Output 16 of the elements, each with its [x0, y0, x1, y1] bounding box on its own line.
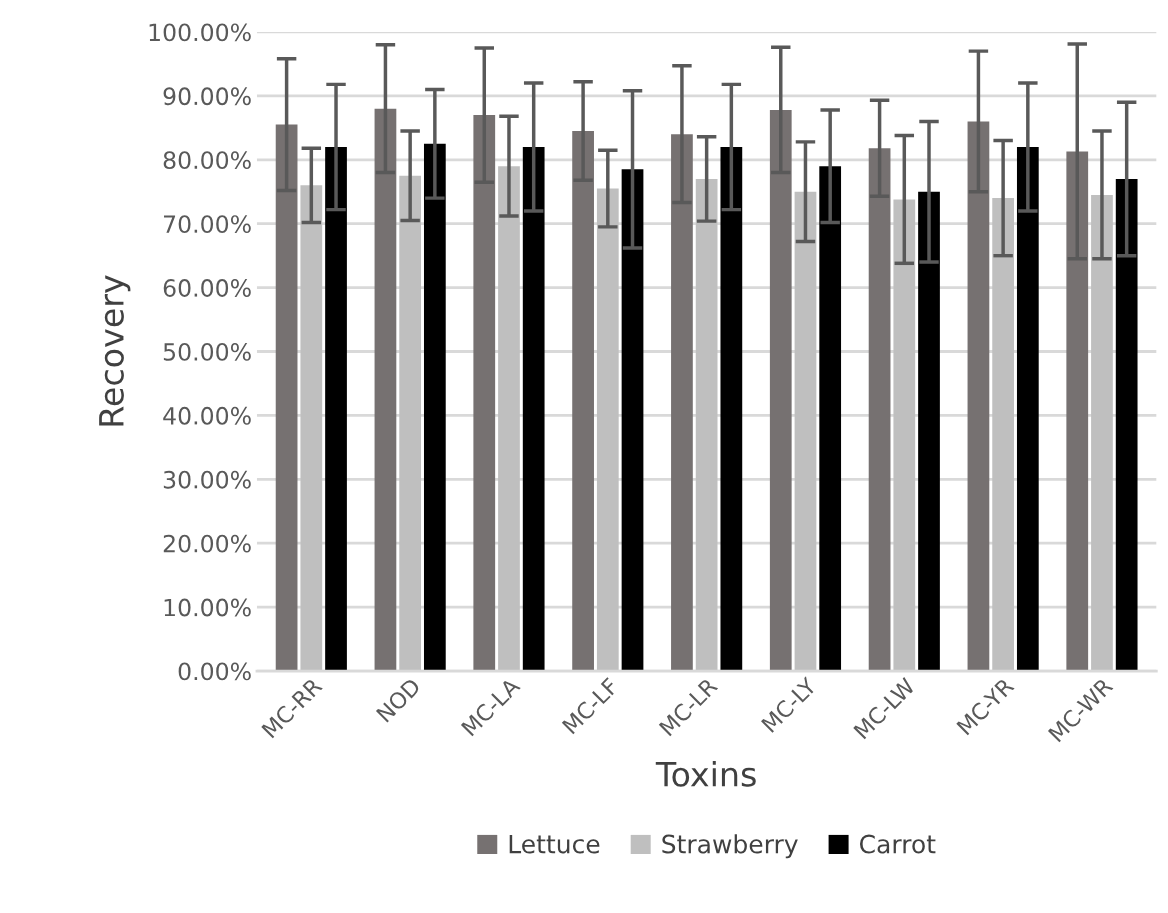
y-tick-label: 90.00%	[163, 87, 251, 106]
y-tick-label: 20.00%	[163, 534, 251, 553]
y-tick-label: 0.00%	[178, 662, 251, 681]
y-tick-label: 50.00%	[163, 342, 251, 361]
legend-label: Lettuce	[509, 834, 600, 854]
y-tick-label: 100.00%	[149, 23, 251, 42]
y-axis-title: Recovery	[99, 275, 131, 426]
y-tick-label: 10.00%	[164, 598, 251, 617]
y-tick-label: 30.00%	[163, 470, 251, 489]
y-tick-label: 40.00%	[163, 406, 251, 425]
legend-label: Strawberry	[662, 834, 798, 859]
y-tick-label: 70.00%	[164, 215, 251, 233]
x-axis-title: Toxins	[655, 761, 756, 787]
legend-label: Carrot	[859, 834, 936, 854]
y-tick-label: 60.00%	[163, 279, 251, 297]
y-tick-label: 80.00%	[163, 151, 251, 170]
